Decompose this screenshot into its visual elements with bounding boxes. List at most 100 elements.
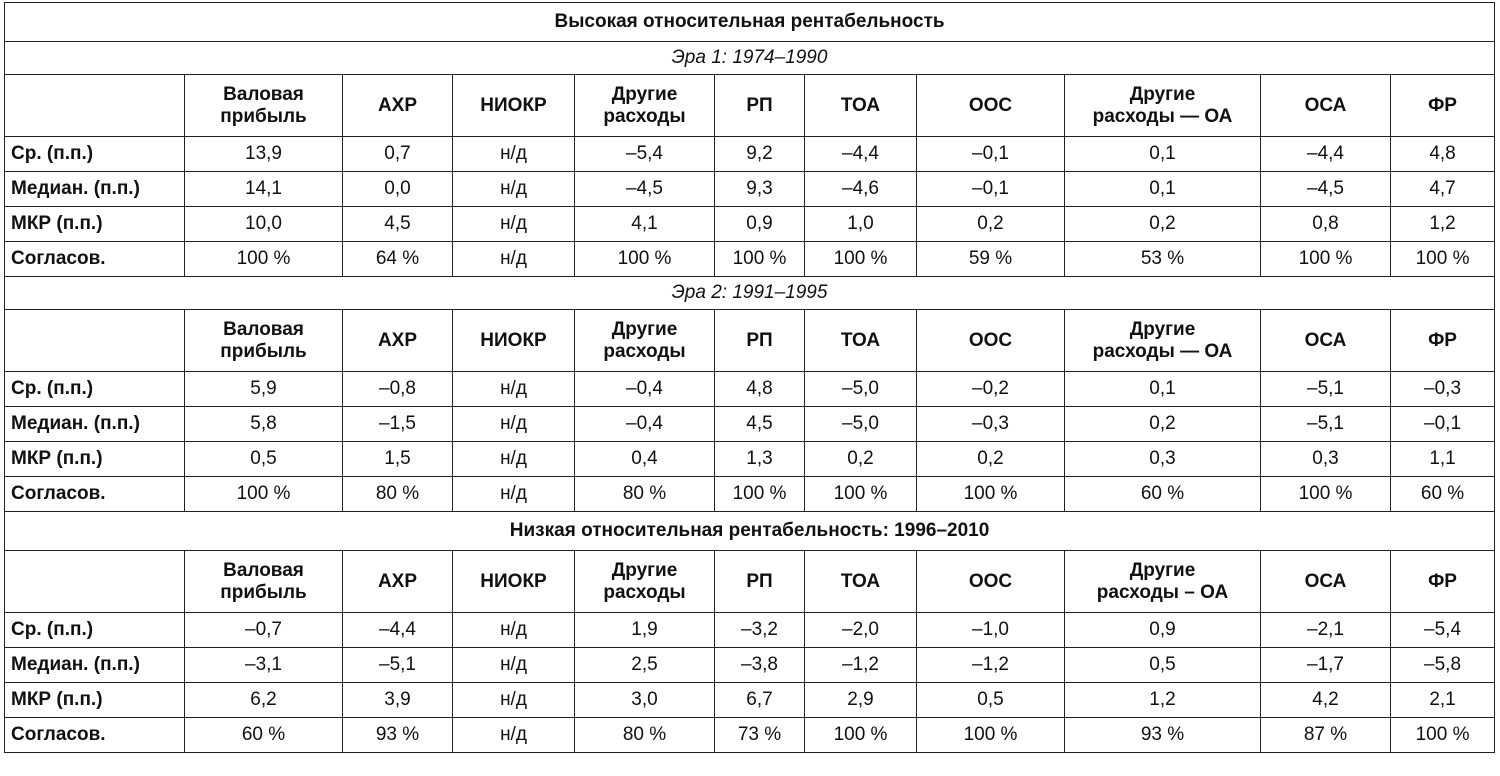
table-row: Согласов. 100 % 80 % н/д 80 % 100 % 100 % 100 %… bbox=[4, 476, 1496, 512]
column-header-line: прибыль bbox=[220, 340, 307, 362]
section-heading-row: Низкая относительная рентабельность: 199… bbox=[3, 511, 1496, 551]
row-label: Медиан. (п.п.) bbox=[4, 647, 185, 683]
column-header-line: ФР bbox=[1428, 570, 1457, 592]
table-cell: 0,4 bbox=[574, 441, 715, 477]
table-cell: 4,8 bbox=[1389, 136, 1496, 172]
table-cell: н/д bbox=[452, 371, 575, 407]
row-label: Ср. (п.п.) bbox=[4, 136, 185, 172]
table-cell: –5,1 bbox=[1260, 406, 1391, 442]
table-cell: 0,2 bbox=[804, 441, 917, 477]
table-cell: н/д bbox=[452, 206, 575, 242]
column-header: Другие расходы bbox=[574, 309, 715, 372]
table-cell: 1,0 bbox=[804, 206, 917, 242]
column-header-row: Валовая прибыль АХР НИОКР Другие расходы РП ТОА… bbox=[4, 550, 1496, 613]
column-header: АХР bbox=[342, 74, 453, 137]
column-header: ОСА bbox=[1260, 309, 1391, 372]
column-header-line: АХР bbox=[377, 570, 418, 592]
table-cell: 100 % bbox=[804, 476, 917, 512]
table-cell: 9,2 bbox=[714, 136, 805, 172]
column-header: ОСА bbox=[1260, 74, 1391, 137]
table-cell: 0,8 bbox=[1260, 206, 1391, 242]
table-cell: 3,9 bbox=[342, 682, 453, 718]
table-cell: 0,9 bbox=[714, 206, 805, 242]
table-cell: 2,1 bbox=[1389, 682, 1496, 718]
column-header: ФР bbox=[1389, 550, 1496, 613]
section-heading: Низкая относительная рентабельность: 199… bbox=[3, 511, 1496, 551]
table-cell: 87 % bbox=[1260, 717, 1391, 753]
table-cell: 4,7 bbox=[1389, 171, 1496, 207]
table-cell: 1,3 bbox=[714, 441, 805, 477]
column-header: ОСА bbox=[1260, 550, 1391, 613]
table-cell: –1,5 bbox=[342, 406, 453, 442]
table-cell: 100 % bbox=[804, 717, 917, 753]
table-cell: 73 % bbox=[714, 717, 805, 753]
column-header-line: расходы bbox=[603, 340, 686, 362]
table-cell: н/д bbox=[452, 406, 575, 442]
column-header: РП bbox=[714, 309, 805, 372]
table-cell: 60 % bbox=[184, 717, 343, 753]
table-cell: 0,1 bbox=[1064, 371, 1261, 407]
table-cell: 1,2 bbox=[1064, 682, 1261, 718]
table-cell: –0,2 bbox=[916, 371, 1065, 407]
column-header-line: Валовая bbox=[223, 83, 304, 105]
column-header-row: Валовая прибыль АХР НИОКР Другие расходы РП ТОА… bbox=[4, 309, 1496, 372]
table-cell: 93 % bbox=[1064, 717, 1261, 753]
column-header-line: расходы — ОА bbox=[1092, 105, 1233, 127]
column-header: АХР bbox=[342, 309, 453, 372]
table-cell: н/д bbox=[452, 136, 575, 172]
table-cell: 2,9 bbox=[804, 682, 917, 718]
table-cell: 0,2 bbox=[916, 206, 1065, 242]
table-cell: 0,5 bbox=[1064, 647, 1261, 683]
table-row: Медиан. (п.п.) –3,1 –5,1 н/д 2,5 –3,8 –1,2 –1,2… bbox=[4, 647, 1496, 683]
table-cell: –2,0 bbox=[804, 612, 917, 648]
table-cell: –1,7 bbox=[1260, 647, 1391, 683]
row-label: МКР (п.п.) bbox=[4, 682, 185, 718]
row-label: Ср. (п.п.) bbox=[4, 612, 185, 648]
table-cell: 4,1 bbox=[574, 206, 715, 242]
table-row: МКР (п.п.) 10,0 4,5 н/д 4,1 0,9 1,0 0,2 0,2 0,8 1,… bbox=[4, 206, 1496, 242]
row-label: Медиан. (п.п.) bbox=[4, 171, 185, 207]
column-header: РП bbox=[714, 550, 805, 613]
table-cell: –0,1 bbox=[1389, 406, 1496, 442]
row-label: Согласов. bbox=[4, 717, 185, 753]
column-header: Другие расходы – ОА bbox=[1064, 550, 1261, 613]
table-cell: –0,8 bbox=[342, 371, 453, 407]
column-header-line: Другие bbox=[611, 318, 678, 340]
column-header-line: Другие bbox=[1129, 559, 1196, 581]
column-header: НИОКР bbox=[452, 74, 575, 137]
table-cell: 100 % bbox=[1260, 241, 1391, 277]
table-cell: 0,3 bbox=[1260, 441, 1391, 477]
table-cell: 100 % bbox=[1260, 476, 1391, 512]
column-header-line: ООС bbox=[968, 94, 1013, 116]
column-header: Валовая прибыль bbox=[184, 74, 343, 137]
table-cell: 100 % bbox=[184, 476, 343, 512]
column-header: РП bbox=[714, 74, 805, 137]
table-row: МКР (п.п.) 6,2 3,9 н/д 3,0 6,7 2,9 0,5 1,2 4,2 2,1 bbox=[4, 682, 1496, 718]
table-cell: 4,2 bbox=[1260, 682, 1391, 718]
table-cell: –2,1 bbox=[1260, 612, 1391, 648]
table-cell: –5,0 bbox=[804, 406, 917, 442]
table-cell: 14,1 bbox=[184, 171, 343, 207]
table-cell: –5,1 bbox=[342, 647, 453, 683]
table-cell: 0,3 bbox=[1064, 441, 1261, 477]
table-cell: –4,5 bbox=[574, 171, 715, 207]
column-header: ФР bbox=[1389, 74, 1496, 137]
table-cell: 4,5 bbox=[714, 406, 805, 442]
table-cell: 0,2 bbox=[916, 441, 1065, 477]
table-cell: 100 % bbox=[714, 241, 805, 277]
column-header: ООС bbox=[916, 309, 1065, 372]
table-cell: 100 % bbox=[1389, 241, 1496, 277]
profitability-table-container: Высокая относительная рентабельность Эра… bbox=[3, 2, 1496, 753]
table-cell: 1,1 bbox=[1389, 441, 1496, 477]
table-cell: н/д bbox=[452, 612, 575, 648]
table-row: Медиан. (п.п.) 5,8 –1,5 н/д –0,4 4,5 –5,0 –0,3 0… bbox=[4, 406, 1496, 442]
table-cell: –0,1 bbox=[916, 136, 1065, 172]
table-cell: –4,6 bbox=[804, 171, 917, 207]
section-heading-row: Эра 1: 1974–1990 bbox=[3, 41, 1496, 75]
table-cell: 10,0 bbox=[184, 206, 343, 242]
table-cell: 100 % bbox=[184, 241, 343, 277]
column-header-line: ОСА bbox=[1304, 570, 1347, 592]
table-cell: –3,8 bbox=[714, 647, 805, 683]
table-cell: –4,5 bbox=[1260, 171, 1391, 207]
table-cell: 0,1 bbox=[1064, 171, 1261, 207]
